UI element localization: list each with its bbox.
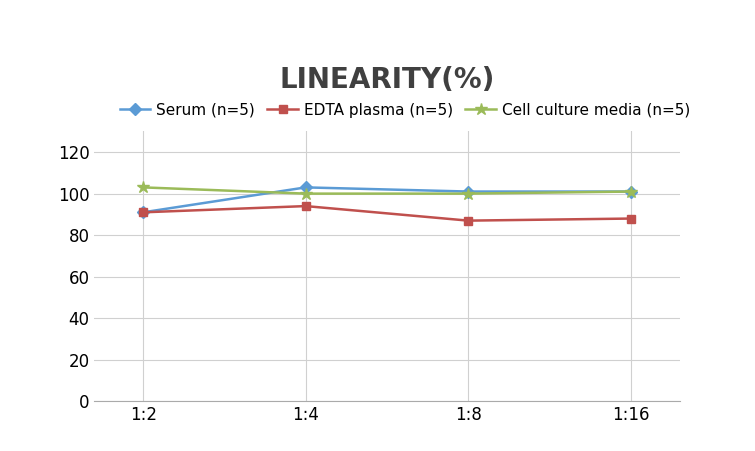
- Cell culture media (n=5): [626, 189, 635, 194]
- Serum (n=5): [301, 184, 310, 190]
- EDTA plasma (n=5): [464, 218, 473, 223]
- Line: EDTA plasma (n=5): EDTA plasma (n=5): [139, 202, 635, 225]
- Serum (n=5): [139, 210, 148, 215]
- Line: Cell culture media (n=5): Cell culture media (n=5): [137, 181, 637, 200]
- EDTA plasma (n=5): [139, 210, 148, 215]
- Cell culture media (n=5): [301, 191, 310, 196]
- Cell culture media (n=5): [464, 191, 473, 196]
- EDTA plasma (n=5): [301, 203, 310, 209]
- Line: Serum (n=5): Serum (n=5): [139, 183, 635, 216]
- Legend: Serum (n=5), EDTA plasma (n=5), Cell culture media (n=5): Serum (n=5), EDTA plasma (n=5), Cell cul…: [114, 97, 697, 124]
- Serum (n=5): [626, 189, 635, 194]
- Serum (n=5): [464, 189, 473, 194]
- Text: LINEARITY(%): LINEARITY(%): [279, 66, 495, 94]
- Cell culture media (n=5): [139, 184, 148, 190]
- EDTA plasma (n=5): [626, 216, 635, 221]
